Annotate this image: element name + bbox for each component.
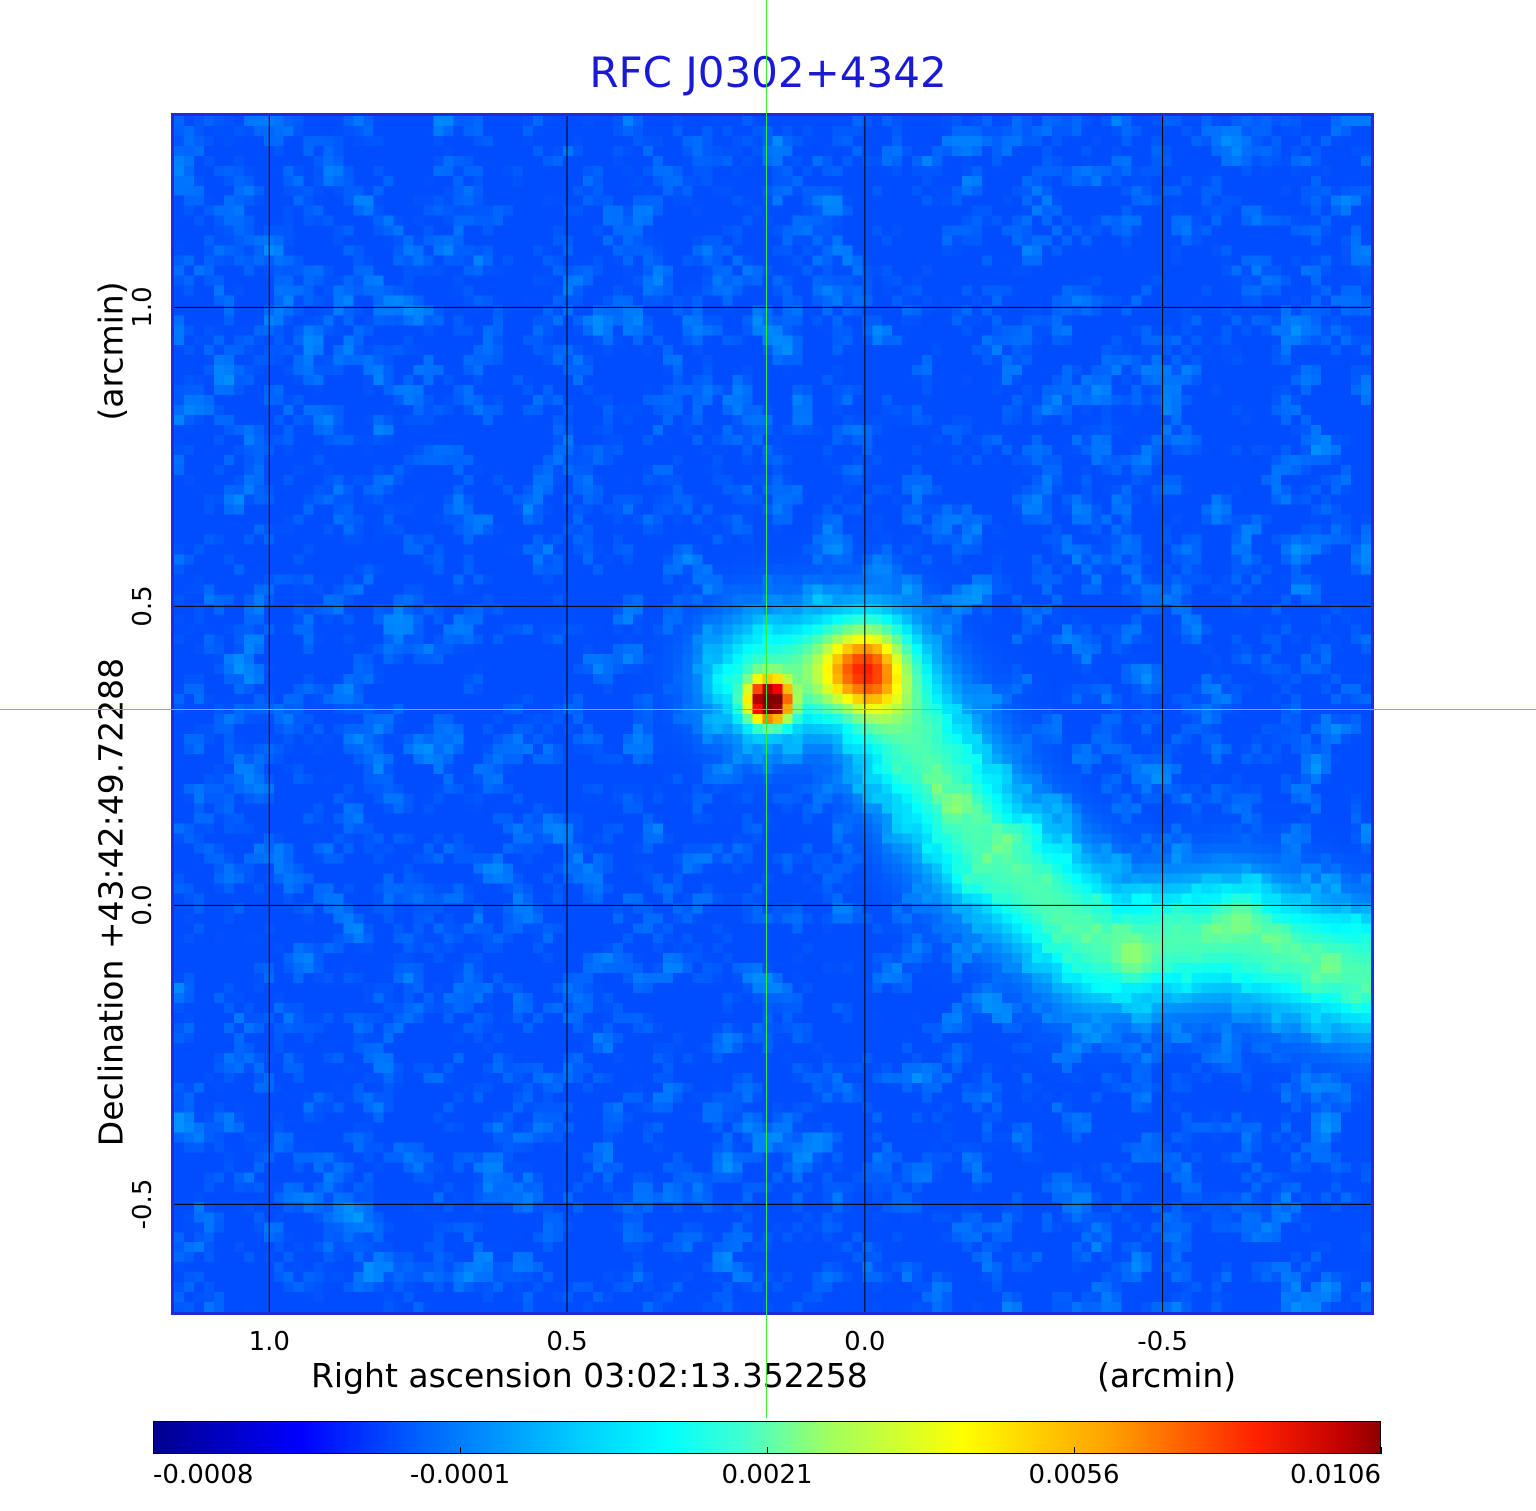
- colorbar-tick-label: 0.0056: [1028, 1460, 1120, 1490]
- colorbar-tick-label: -0.0001: [409, 1460, 511, 1490]
- colorbar-tick-mark: [460, 1447, 461, 1454]
- heatmap-frame: [171, 113, 1374, 1315]
- y-axis-label: Declination +43:42:49.72288: [91, 657, 131, 1147]
- colorbar-tick-mark: [1381, 1447, 1382, 1454]
- colorbar-tick-label: -0.0008: [153, 1460, 254, 1490]
- chart-title: RFC J0302+4342: [589, 48, 947, 97]
- colorbar-tick-mark: [1074, 1447, 1075, 1454]
- grid-lines: [174, 116, 1371, 1312]
- y-tick-label: -0.5: [128, 1178, 158, 1230]
- crosshair-horizontal: [0, 709, 1536, 710]
- x-axis-label: Right ascension 03:02:13.352258: [311, 1356, 868, 1395]
- y-tick-label: 1.0: [128, 286, 158, 329]
- x-tick-label: -0.5: [1137, 1327, 1188, 1357]
- x-tick-label: 1.0: [248, 1327, 290, 1357]
- colorbar-tick-label: 0.0106: [1290, 1460, 1381, 1490]
- y-tick-label: 0.0: [128, 884, 158, 927]
- colorbar-tick-mark: [767, 1447, 768, 1454]
- x-tick-label: 0.0: [844, 1327, 886, 1357]
- colorbar-tick-label: 0.0021: [721, 1460, 813, 1490]
- y-tick-label: 0.5: [128, 585, 158, 628]
- heatmap-image: [174, 116, 1371, 1312]
- x-tick-label: 0.5: [546, 1327, 588, 1357]
- colorbar-tick-mark: [153, 1447, 154, 1454]
- y-axis-unit: (arcmin): [91, 281, 131, 421]
- x-axis-unit: (arcmin): [1097, 1356, 1237, 1395]
